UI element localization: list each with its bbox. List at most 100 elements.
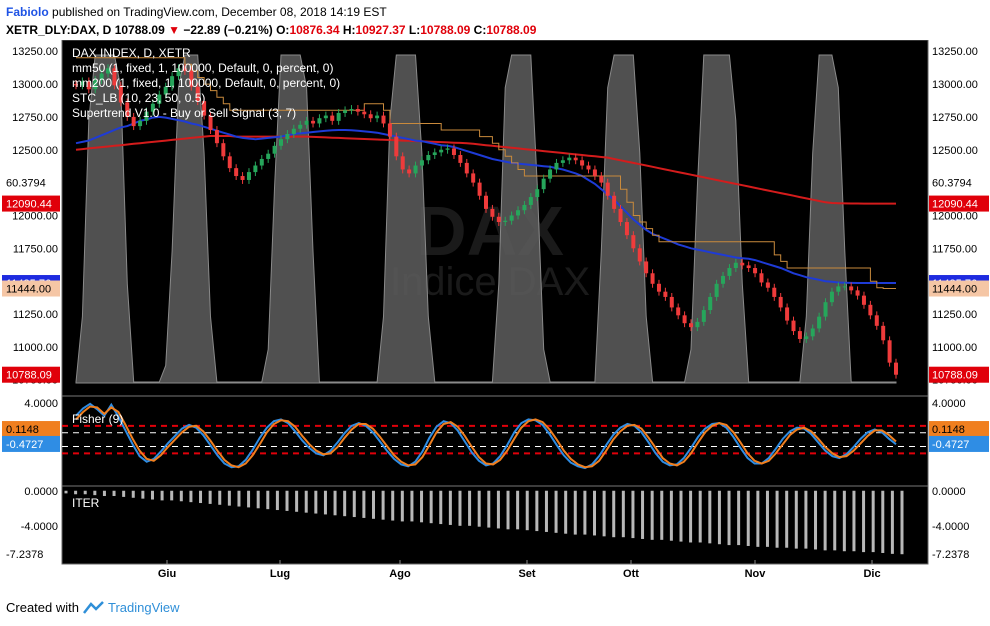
footer: Created with TradingView — [6, 600, 180, 615]
candle-body — [676, 307, 681, 316]
iter-bar — [525, 490, 529, 531]
price-axis-tick-left: 11000.00 — [13, 342, 58, 354]
iter-bar — [381, 490, 385, 520]
iter-bar — [900, 490, 904, 555]
price-axis-tick-right: 12500.00 — [932, 145, 978, 157]
iter-bar — [602, 490, 606, 537]
candle-body — [868, 304, 873, 316]
candle-body — [778, 296, 783, 308]
mm200-line — [75, 135, 896, 205]
iter-bar — [102, 490, 106, 497]
iter-bar — [439, 490, 443, 525]
fisher-axis-tick-right: 4.0000 — [932, 398, 966, 410]
candle-body — [746, 265, 751, 269]
candle-body — [355, 109, 360, 112]
candle-body — [323, 115, 328, 119]
candle-body — [157, 94, 162, 104]
candle-body — [189, 70, 194, 87]
iter-bar — [516, 490, 520, 530]
candle-body — [246, 172, 251, 180]
candle-body — [150, 103, 155, 112]
fisher-scale-label-left-bg — [2, 421, 60, 438]
candle-body — [439, 149, 444, 153]
candle-body — [861, 295, 866, 305]
candle-body — [528, 197, 533, 205]
iter-bar — [765, 490, 769, 547]
price-scale-label-left: 10788.09 — [6, 370, 52, 382]
candle-body — [74, 84, 78, 86]
iter-bar — [266, 490, 270, 510]
footer-brand[interactable]: TradingView — [108, 600, 180, 615]
candle-body — [221, 143, 226, 157]
iter-bar — [285, 490, 289, 511]
candle-body — [548, 169, 553, 179]
candle-body — [464, 162, 469, 174]
candle-body — [413, 165, 418, 174]
fisher-scale-label: 0.1148 — [932, 424, 965, 436]
iter-bar — [679, 490, 683, 542]
candle-body — [721, 275, 726, 284]
close-value: 10788.09 — [486, 23, 537, 37]
author-name[interactable]: Fabiolo — [6, 5, 49, 19]
candle-body — [669, 296, 674, 308]
iter-bar — [247, 490, 251, 508]
candle-body — [496, 216, 501, 223]
iter-bar — [573, 490, 577, 535]
iter-bar — [477, 490, 481, 527]
price-axis-tick-right: 11750.00 — [932, 243, 977, 255]
candle-body — [93, 80, 98, 90]
candle-body — [817, 316, 822, 329]
publish-info: published on TradingView.com, December 0… — [52, 5, 387, 19]
candle-body — [772, 287, 777, 297]
iter-bar — [83, 490, 87, 495]
iter-bar — [775, 490, 779, 548]
candle-body — [279, 139, 283, 146]
candle-body — [362, 111, 367, 115]
candle-body — [797, 331, 802, 339]
candle-body — [842, 286, 847, 288]
candle-body — [637, 248, 642, 262]
candle-body — [387, 123, 392, 137]
candle-body — [426, 155, 431, 161]
candle-body — [682, 315, 687, 324]
high-label: H: — [342, 23, 356, 37]
iter-bar — [141, 490, 145, 499]
price-axis-tick-right: 12000.00 — [932, 210, 978, 222]
footer-prefix: Created with — [6, 600, 79, 615]
candle-body — [573, 157, 578, 161]
price-axis-tick-right: 11250.00 — [932, 309, 977, 321]
watermark-text: DAX — [416, 192, 564, 270]
candle-body — [804, 336, 809, 339]
candle-body — [368, 114, 373, 119]
candle-body — [99, 73, 104, 81]
price-scale-label: 12090.44 — [932, 199, 978, 211]
iter-bar — [371, 490, 375, 519]
candle-body — [810, 328, 815, 337]
candle-body — [419, 160, 424, 166]
quote-line: XETR_DLY:DAX, D 10788.09 ▼ −22.89 (−0.21… — [6, 23, 536, 37]
candle-body — [580, 160, 585, 166]
iter-bar — [852, 490, 856, 552]
candle-body — [214, 130, 219, 144]
candle-body — [234, 168, 239, 177]
iter-bar — [871, 490, 875, 553]
fisher-scale-label-left: -0.4727 — [6, 439, 43, 451]
candle-body — [381, 115, 386, 124]
candle-body — [343, 110, 348, 113]
iter-bar — [218, 490, 222, 505]
candle-body — [375, 115, 380, 119]
candle-body — [170, 76, 175, 87]
candle-body — [509, 215, 514, 221]
iter-scale-label-left-bg — [2, 546, 60, 563]
candle-body — [112, 68, 117, 86]
price-scale-label-left: 12090.44 — [6, 199, 52, 211]
iter-bar — [256, 490, 260, 509]
iter-scale-label-left: -7.2378 — [6, 549, 43, 561]
iter-bar — [410, 490, 414, 522]
candle-body — [208, 115, 213, 131]
candle-body — [855, 290, 860, 296]
candle-body — [849, 286, 854, 291]
candle-body — [541, 178, 546, 190]
candle-body — [503, 220, 508, 223]
